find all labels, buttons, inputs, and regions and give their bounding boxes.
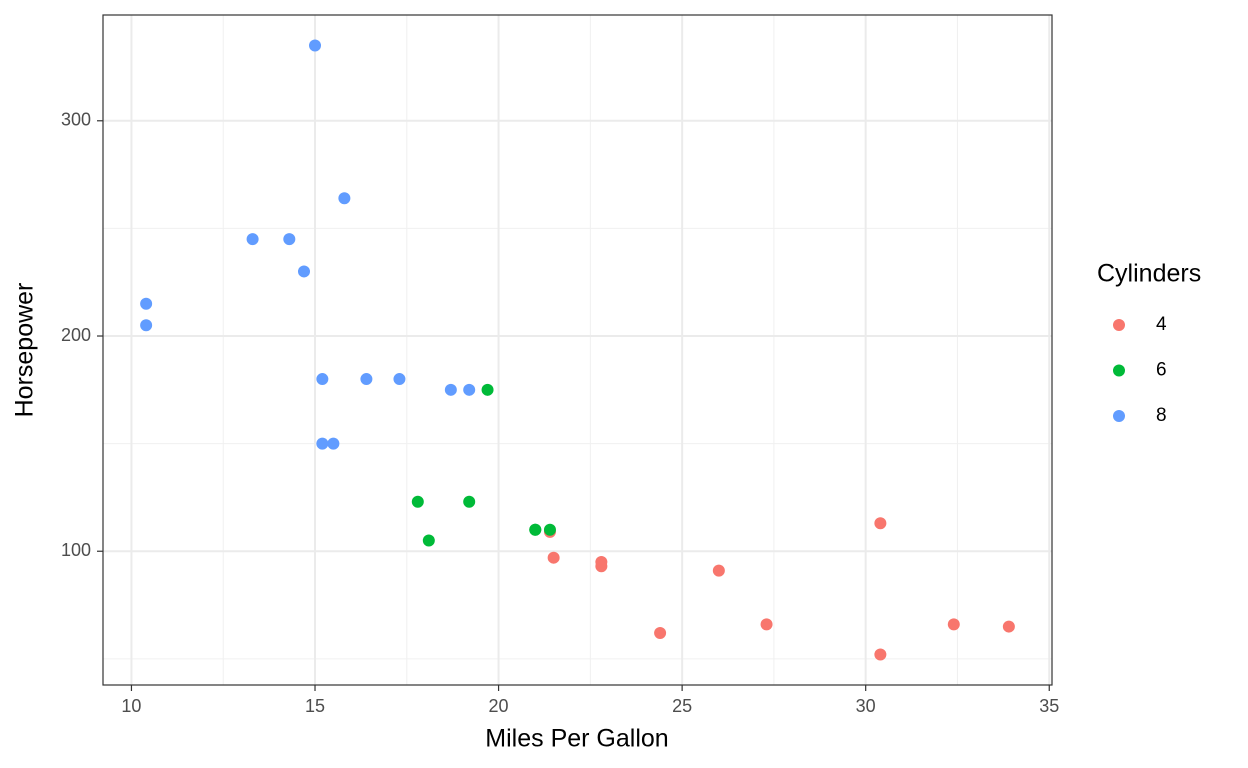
x-tick-label: 35	[1039, 696, 1059, 716]
point	[760, 618, 773, 631]
y-tick-label: 300	[61, 110, 91, 130]
point	[874, 648, 887, 661]
point	[547, 551, 560, 564]
point	[393, 373, 406, 386]
y-tick-label: 100	[61, 540, 91, 560]
grid	[103, 15, 1052, 685]
point	[463, 383, 476, 396]
point	[529, 523, 542, 536]
point	[947, 618, 960, 631]
point	[309, 39, 322, 52]
x-axis-title: Miles Per Gallon	[485, 725, 668, 753]
x-tick-label: 30	[856, 696, 876, 716]
point	[874, 517, 887, 530]
legend-label: 8	[1156, 405, 1167, 426]
legend: 4 6 8	[1113, 314, 1167, 426]
legend-key	[1113, 410, 1125, 422]
legend-title: Cylinders	[1097, 260, 1201, 288]
legend-key	[1113, 364, 1125, 377]
point	[246, 233, 259, 246]
point	[444, 383, 457, 396]
legend-label: 4	[1156, 314, 1167, 335]
legend-label: 6	[1156, 360, 1167, 381]
point	[463, 495, 476, 508]
legend-key	[1113, 319, 1125, 331]
y-tick-label: 200	[61, 325, 91, 345]
point	[543, 523, 556, 536]
point	[327, 437, 340, 450]
y-axis-title: Horsepower	[11, 283, 39, 418]
point	[316, 437, 329, 450]
point	[1002, 620, 1015, 633]
point	[411, 495, 424, 508]
point	[297, 265, 310, 278]
point	[712, 564, 725, 577]
point	[140, 297, 153, 310]
x-tick-label: 20	[489, 696, 509, 716]
point	[360, 373, 373, 386]
panel-border	[102, 14, 1053, 686]
point	[481, 383, 494, 396]
point	[316, 373, 329, 386]
x-tick-label: 10	[121, 696, 141, 716]
point	[338, 192, 351, 205]
point	[422, 534, 435, 547]
point	[140, 319, 153, 332]
x-tick-label: 15	[305, 696, 325, 716]
point	[595, 555, 608, 568]
point	[654, 627, 667, 640]
x-tick-label: 25	[672, 696, 692, 716]
points	[140, 39, 1015, 661]
point	[283, 233, 296, 246]
